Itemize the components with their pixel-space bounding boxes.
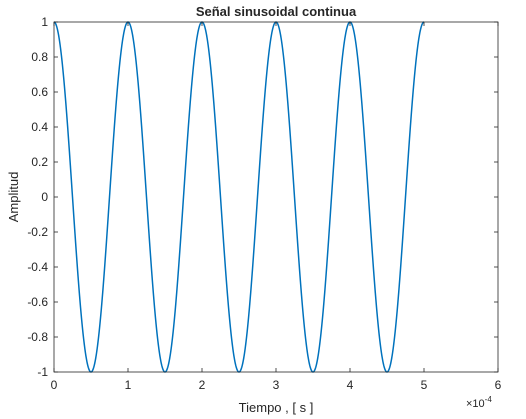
- y-tick-label: 0.8: [31, 50, 48, 64]
- x-tick-label: 4: [347, 378, 354, 392]
- x-tick-label: 5: [421, 378, 428, 392]
- y-tick-label: 0.2: [31, 155, 48, 169]
- plot-frame: [53, 21, 499, 373]
- x-tick-label: 3: [273, 378, 280, 392]
- y-axis-label: Amplitud: [6, 172, 21, 223]
- x-axis-exponent-power: -4: [485, 395, 493, 404]
- y-tick-label: -0.6: [27, 295, 48, 309]
- x-tick-label: 0: [51, 378, 58, 392]
- x-axis-exponent-base: ×10: [466, 398, 485, 410]
- y-tick-label: -0.2: [27, 225, 48, 239]
- y-tick-label: 0.4: [31, 120, 48, 134]
- y-tick-label: -0.8: [27, 330, 48, 344]
- y-tick-label: -1: [37, 365, 48, 379]
- y-tick-label: 0: [41, 190, 48, 204]
- y-tick-label: -0.4: [27, 260, 48, 274]
- plot-background: [54, 22, 498, 372]
- x-axis-exponent: ×10-4: [466, 395, 492, 410]
- x-tick-label: 2: [199, 378, 206, 392]
- ticks-layer: 0 1 2 3 4 5 6 -1 -0.8 -0.6 -0.4 -0.2 0 0.2 0.4 0.6 0.8 1: [27, 15, 501, 392]
- x-axis-label: Tiempo , [ s ]: [239, 400, 314, 415]
- y-tick-label: 0.6: [31, 85, 48, 99]
- y-tick-label: 1: [41, 15, 48, 29]
- x-tick-label: 6: [495, 378, 502, 392]
- chart-title: Señal sinusoidal continua: [196, 4, 357, 19]
- x-tick-label: 1: [125, 378, 132, 392]
